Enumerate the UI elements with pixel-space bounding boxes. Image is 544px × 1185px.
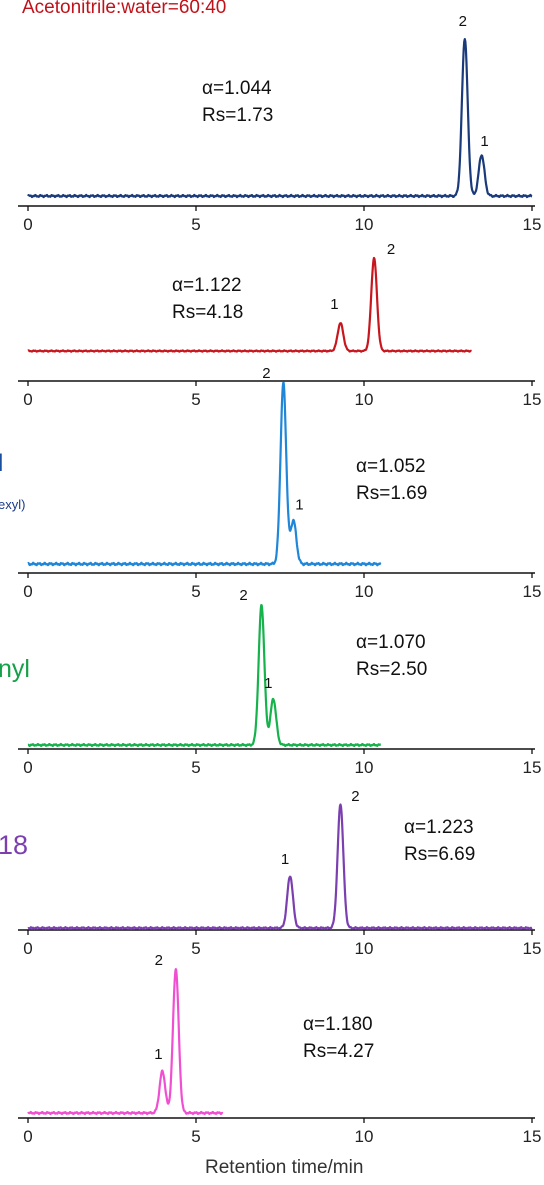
- x-tick-label: 10: [355, 1127, 374, 1146]
- peak-label-1: 1: [264, 675, 272, 692]
- rs-annotation: Rs=1.73: [202, 105, 273, 126]
- peak-label-2: 2: [459, 13, 467, 30]
- alpha-annotation: α=1.122: [172, 275, 242, 296]
- peak-label-1: 1: [154, 1046, 162, 1063]
- peak-label-2: 2: [351, 788, 359, 805]
- alpha-annotation: α=1.044: [202, 78, 272, 99]
- rs-annotation: Rs=6.69: [404, 844, 475, 865]
- peak-label-2: 2: [155, 952, 163, 969]
- chromatogram-trace-5: [27, 803, 533, 930]
- x-tick-label: 10: [355, 390, 374, 409]
- rs-annotation: Rs=1.69: [356, 483, 427, 504]
- x-tick-label: 0: [23, 1127, 32, 1146]
- x-tick-label: 5: [191, 758, 200, 777]
- peak-label-1: 1: [330, 296, 338, 313]
- rs-annotation: Rs=4.18: [172, 302, 243, 323]
- x-tick-label: 5: [191, 390, 200, 409]
- x-tick-label: 10: [355, 582, 374, 601]
- chromatogram-trace-1: [27, 38, 533, 199]
- x-tick-label: 15: [523, 215, 542, 234]
- x-tick-label: 5: [191, 582, 200, 601]
- chromatogram-trace-6: [27, 968, 224, 1116]
- x-tick-label: 0: [23, 215, 32, 234]
- alpha-annotation: α=1.070: [356, 632, 426, 653]
- x-axis-title: Retention time/min: [205, 1157, 364, 1178]
- x-tick-label: 5: [191, 215, 200, 234]
- rs-annotation: Rs=2.50: [356, 659, 427, 680]
- chromatogram-trace-2: [27, 256, 473, 353]
- rs-annotation: Rs=4.27: [303, 1041, 374, 1062]
- x-tick-label: 15: [523, 939, 542, 958]
- side-label-3-sub: exyl): [0, 497, 26, 512]
- x-tick-label: 0: [23, 390, 32, 409]
- x-tick-label: 15: [523, 758, 542, 777]
- alpha-annotation: α=1.052: [356, 456, 426, 477]
- peak-label-2: 2: [262, 365, 270, 382]
- alpha-annotation: α=1.223: [404, 817, 474, 838]
- side-label-3: l: [0, 450, 4, 477]
- chromatogram-trace-4: [27, 604, 382, 748]
- x-tick-label: 0: [23, 582, 32, 601]
- peak-label-2: 2: [387, 241, 395, 258]
- mobile-phase-label: Acetonitrile:water=60:40: [22, 0, 227, 18]
- x-tick-label: 5: [191, 1127, 200, 1146]
- peak-label-2: 2: [239, 587, 247, 604]
- side-label-5: 18: [0, 830, 29, 860]
- x-tick-label: 10: [355, 758, 374, 777]
- alpha-annotation: α=1.180: [303, 1014, 373, 1035]
- chromatogram-trace-3: [27, 381, 382, 567]
- x-tick-label: 15: [523, 1127, 542, 1146]
- x-tick-label: 10: [355, 939, 374, 958]
- peak-label-1: 1: [295, 497, 303, 514]
- x-tick-label: 15: [523, 582, 542, 601]
- side-label-4: nyl: [0, 655, 30, 683]
- x-tick-label: 0: [23, 758, 32, 777]
- peak-label-1: 1: [281, 851, 289, 868]
- peak-label-1: 1: [480, 133, 488, 150]
- x-tick-label: 0: [23, 939, 32, 958]
- x-tick-label: 10: [355, 215, 374, 234]
- x-tick-label: 15: [523, 390, 542, 409]
- x-tick-label: 5: [191, 939, 200, 958]
